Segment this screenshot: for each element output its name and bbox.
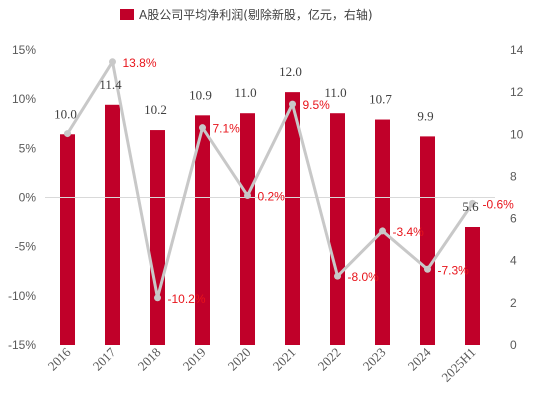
bar-value-label: 10.0 (54, 106, 77, 121)
line-point (379, 227, 386, 235)
right-tick-label: 14 (510, 43, 524, 57)
bar-value-label: 11.0 (324, 85, 346, 100)
left-tick-label: -5% (15, 240, 37, 254)
line-value-label: -3.4% (393, 225, 425, 239)
right-tick-label: 12 (510, 85, 524, 99)
bar (60, 134, 75, 345)
line-value-label: -7.3% (438, 263, 470, 277)
line-point (64, 130, 71, 138)
left-axis: 15% 10% 5% 0% -5% -10% -15% (8, 43, 36, 352)
left-tick-label: 10% (12, 92, 36, 106)
legend-label: A股公司平均净利润(剔除新股，亿元，右轴) (139, 7, 373, 22)
left-tick-label: 0% (19, 191, 37, 205)
x-tick-label: 2024 (405, 344, 434, 373)
right-tick-label: 6 (510, 212, 517, 226)
line-value-label: 7.1% (213, 122, 241, 136)
bar-value-label: 11.4 (99, 77, 122, 92)
x-tick-label: 2022 (315, 345, 344, 374)
bar (465, 227, 480, 345)
bar-labels: 10.0 11.4 10.2 10.9 11.0 12.0 11.0 10.7 9.9 5.6 (54, 64, 479, 214)
left-tick-label: 5% (19, 141, 37, 155)
bar (420, 136, 435, 345)
line-value-label: -8.0% (348, 270, 380, 284)
bar-value-label: 5.6 (462, 199, 479, 214)
right-axis: 14 12 10 8 6 4 2 0 (510, 43, 524, 352)
bar (285, 92, 300, 346)
line-point (244, 192, 251, 200)
legend: A股公司平均净利润(剔除新股，亿元，右轴) (120, 7, 373, 22)
line-value-label: -0.6% (483, 197, 515, 211)
line-point (289, 100, 296, 108)
line-value-label: -10.2% (168, 292, 206, 306)
bar-value-label: 9.9 (417, 108, 433, 123)
line-point (154, 294, 161, 302)
line-labels: 13.8% -10.2% 7.1% 0.2% 9.5% -8.0% -3.4% -7.3% -0… (123, 56, 515, 306)
left-tick-label: -10% (8, 289, 36, 303)
x-axis: 2016 2017 2018 2019 2020 2021 2022 2023 2024 2025… (45, 344, 479, 385)
bar-series (60, 92, 480, 346)
x-tick-label: 2019 (180, 345, 209, 374)
bar-value-label: 11.0 (234, 85, 256, 100)
bar-value-label: 12.0 (279, 64, 302, 79)
bar (195, 115, 210, 345)
line-point (424, 265, 431, 273)
x-tick-label: 2021 (270, 345, 299, 374)
line-value-label: 9.5% (303, 98, 331, 112)
right-tick-label: 8 (510, 169, 517, 183)
left-tick-label: 15% (12, 43, 36, 57)
line-value-label: 0.2% (258, 190, 286, 204)
line-path (66, 60, 474, 300)
x-tick-label: 2025H1 (438, 345, 478, 385)
bar (150, 130, 165, 345)
line-value-label: 13.8% (123, 56, 157, 70)
bar (105, 104, 120, 346)
bar (330, 113, 345, 345)
left-tick-label: -15% (8, 338, 36, 352)
line-series (64, 58, 476, 302)
line-point (334, 272, 341, 280)
right-tick-label: 10 (510, 127, 524, 141)
bar-value-label: 10.9 (189, 87, 212, 102)
right-tick-label: 2 (510, 296, 517, 310)
bar-value-label: 10.2 (144, 102, 167, 117)
bar-value-label: 10.7 (369, 92, 392, 107)
line-point (109, 58, 116, 66)
bar (240, 113, 255, 345)
x-tick-label: 2023 (360, 345, 389, 374)
right-tick-label: 0 (510, 338, 517, 352)
line-point (469, 199, 476, 207)
legend-swatch (120, 9, 134, 20)
x-tick-label: 2017 (90, 344, 119, 373)
right-tick-label: 4 (510, 254, 517, 268)
line-point (199, 124, 206, 132)
x-tick-label: 2020 (225, 345, 254, 374)
x-tick-label: 2016 (45, 344, 74, 373)
x-tick-label: 2018 (135, 345, 164, 374)
